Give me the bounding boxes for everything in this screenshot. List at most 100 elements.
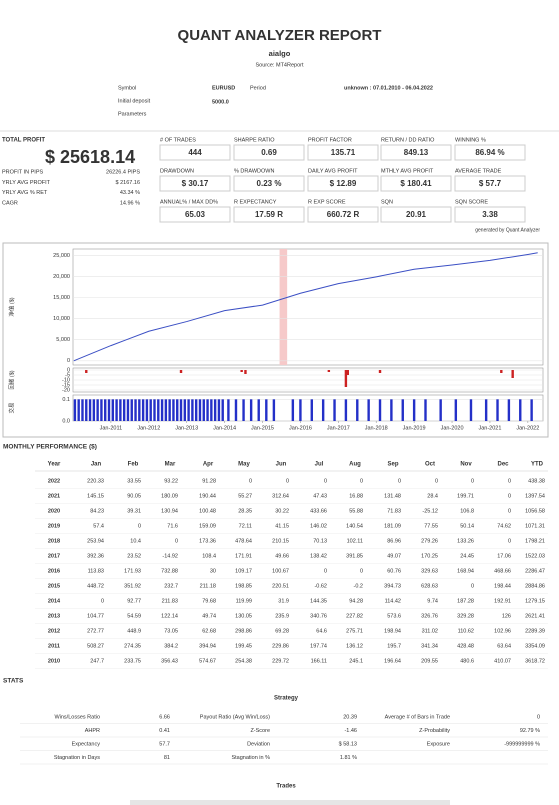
y-tick-label: 10,000 — [53, 316, 70, 322]
bar — [240, 370, 243, 372]
month-cell: -0.62 — [314, 583, 327, 589]
metric-value: 17.59 R — [255, 210, 283, 219]
month-cell: 23.52 — [127, 553, 141, 559]
metric-box — [159, 144, 231, 161]
metric-box — [233, 206, 305, 223]
table-header: Aug — [349, 462, 361, 468]
month-cell: 74.62 — [497, 523, 511, 529]
bar — [126, 399, 130, 421]
month-cell: 102.11 — [347, 538, 363, 544]
bar — [213, 399, 217, 421]
trades-title: Trades — [276, 784, 296, 790]
month-cell: 2286.47 — [525, 568, 545, 574]
month-cell: 79.68 — [202, 598, 216, 604]
month-cell: 28.4 — [427, 493, 438, 499]
month-cell: 84.23 — [90, 508, 104, 514]
stat-label: Exposure — [427, 741, 450, 747]
month-cell: 187.28 — [457, 598, 474, 604]
month-cell: 0 — [249, 478, 252, 484]
y-axis-label: 回撤 ($) — [7, 370, 15, 389]
month-cell: 122.14 — [161, 613, 178, 619]
month-cell: 197.74 — [310, 643, 327, 649]
month-cell: 433.66 — [310, 508, 327, 514]
month-cell: 2289.39 — [525, 628, 545, 634]
bar — [244, 370, 247, 374]
month-cell: 2621.41 — [525, 613, 545, 619]
bar — [346, 370, 349, 375]
trades-table-header — [130, 800, 450, 805]
month-cell: 508.27 — [87, 643, 104, 649]
metric-label: DAILY AVG PROFIT — [308, 168, 358, 174]
month-cell: 326.76 — [421, 613, 438, 619]
year-cell: 2022 — [48, 478, 60, 484]
month-cell: 198.85 — [235, 583, 252, 589]
month-cell: 298.86 — [235, 628, 252, 634]
month-cell: 392.36 — [87, 553, 104, 559]
year-cell: 2012 — [48, 628, 60, 634]
table-header: Feb — [128, 462, 139, 468]
month-cell: -14.92 — [162, 553, 178, 559]
info-label: Period — [250, 85, 266, 91]
bar — [390, 399, 393, 421]
x-tick-label: Jan-2022 — [516, 425, 539, 431]
month-cell: 1056.58 — [525, 508, 545, 514]
x-tick-label: Jan-2018 — [365, 425, 388, 431]
bar — [469, 399, 473, 421]
metric-value: 660.72 R — [327, 210, 360, 219]
month-cell: 0 — [435, 478, 438, 484]
metric-label: R EXPECTANCY — [234, 199, 277, 205]
bar — [122, 399, 126, 421]
month-cell: 311.02 — [422, 628, 438, 634]
month-cell: 166.11 — [311, 658, 327, 664]
bar — [141, 399, 145, 421]
y-tick-label: 25,000 — [53, 253, 70, 259]
month-cell: 136.12 — [346, 643, 363, 649]
month-cell: 16.88 — [349, 493, 363, 499]
metric-label: # OF TRADES — [160, 137, 196, 143]
profit-row-value: $ 2167.16 — [116, 180, 140, 186]
month-cell: 1397.54 — [525, 493, 545, 499]
month-cell: 30.22 — [275, 508, 289, 514]
stat-label: AHPR — [85, 728, 100, 734]
metric-box — [454, 175, 526, 192]
month-cell: 168.94 — [457, 568, 474, 574]
bar — [164, 399, 168, 421]
info-label: Parameters — [118, 111, 147, 117]
report-title: QUANT ANALYZER REPORT — [178, 27, 382, 44]
month-cell: 0 — [138, 523, 141, 529]
bar — [134, 399, 137, 421]
stat-label: Average # of Bars in Trade — [385, 714, 450, 720]
month-cell: 573.6 — [387, 613, 401, 619]
bar — [88, 399, 92, 421]
bar — [221, 399, 224, 421]
table-header: Nov — [460, 462, 472, 468]
year-cell: 2014 — [48, 598, 61, 604]
month-cell: 133.26 — [457, 538, 474, 544]
metric-label: DRAWDOWN — [160, 168, 194, 174]
month-cell: 49.66 — [275, 553, 289, 559]
month-cell: 62.68 — [202, 628, 216, 634]
bar — [496, 399, 499, 421]
metric-box — [159, 175, 231, 192]
bar — [138, 399, 141, 421]
bar — [454, 399, 458, 421]
bar — [344, 370, 348, 387]
month-cell: 198.94 — [384, 628, 401, 634]
month-cell: 104.77 — [87, 613, 104, 619]
metric-box — [380, 206, 452, 223]
month-cell: 71.6 — [167, 523, 178, 529]
info-value: 5000.0 — [212, 99, 229, 105]
x-tick-label: Jan-2013 — [175, 425, 198, 431]
metric-value: $ 12.89 — [330, 179, 357, 188]
bar — [183, 399, 187, 421]
metric-label: SHARPE RATIO — [234, 137, 275, 143]
year-cell: 2020 — [48, 508, 60, 514]
month-cell: 468.66 — [494, 568, 511, 574]
section-title: MONTHLY PERFORMANCE ($) — [3, 444, 97, 451]
month-cell: 131.48 — [384, 493, 401, 499]
month-cell: 173.36 — [199, 538, 216, 544]
month-cell: 55.27 — [238, 493, 252, 499]
month-cell: 329.28 — [457, 613, 474, 619]
metric-box — [454, 144, 526, 161]
metric-value: 65.03 — [185, 210, 206, 219]
